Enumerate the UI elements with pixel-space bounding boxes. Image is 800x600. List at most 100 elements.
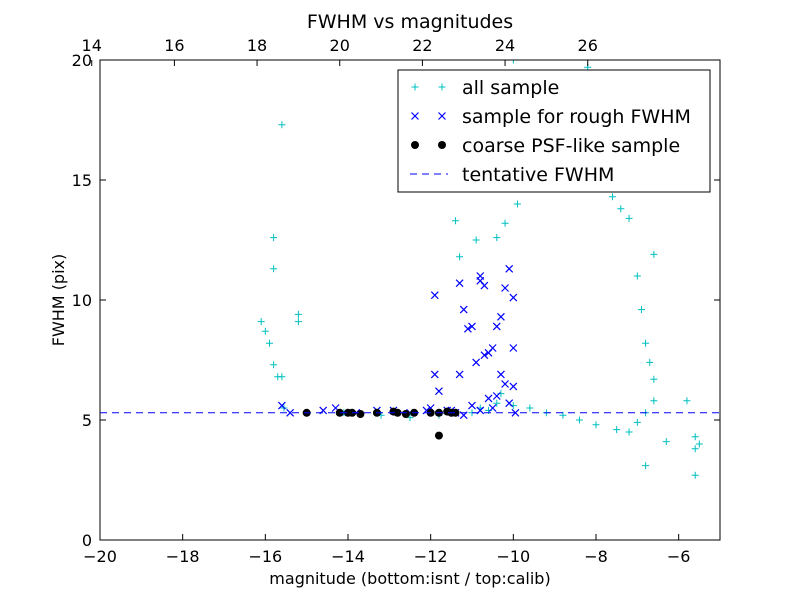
data-point [480,351,489,360]
x-tick-label: −18 [166,547,200,566]
data-point [480,281,489,290]
data-point [650,397,658,405]
y-tick-label: 5 [82,411,92,430]
data-point [265,339,273,347]
data-point [642,339,650,347]
data-point [270,361,278,369]
chart-title: FWHM vs magnitudes [307,11,513,33]
data-point [294,310,302,318]
y-tick-label: 0 [82,531,92,550]
data-point [472,358,481,367]
data-point [406,414,414,422]
data-point [637,306,645,314]
x-tick-label: −16 [248,547,282,566]
data-point [592,421,600,429]
legend-marker [411,112,419,120]
legend-entry: sample for rough FWHM [411,106,691,128]
plot-marks [100,60,720,479]
data-point [526,404,534,412]
data-point [492,322,501,331]
data-point [493,234,501,242]
data-point [609,193,617,201]
series-1 [277,264,520,420]
x-tick-label: −6 [667,547,691,566]
legend-marker [438,112,446,120]
data-point [646,358,654,366]
data-point [456,253,464,261]
legend-marker [438,83,446,91]
data-point [455,370,464,379]
data-point [617,205,625,213]
legend-entry: all sample [411,77,559,99]
data-point [511,408,520,417]
data-point [691,433,699,441]
data-point [691,445,699,453]
data-point [691,471,699,479]
top-x-tick-label: 22 [412,36,432,55]
legend-label: all sample [462,77,559,99]
data-point [430,370,439,379]
data-point [459,305,468,314]
data-point [484,394,493,403]
legend-label: sample for rough FWHM [462,106,691,128]
series-2 [302,407,460,440]
data-point [451,217,459,225]
data-point [488,404,497,412]
data-point [633,418,641,426]
data-point [294,318,302,326]
data-point [650,250,658,258]
top-x-tick-label: 18 [247,36,267,55]
data-point [393,408,402,417]
data-point [463,324,472,333]
data-point [625,214,633,222]
data-point [335,408,344,417]
y-tick-label: 20 [72,51,92,70]
data-point [497,312,505,321]
data-point [468,401,476,410]
y-tick-label: 10 [72,291,92,310]
data-point [270,265,278,273]
data-point [505,399,514,408]
data-point [493,399,501,407]
data-point [683,397,691,405]
data-point [509,60,517,64]
x-tick-label: −14 [331,547,365,566]
data-point [434,431,443,440]
y-axis-label: FWHM (pix) [49,254,68,347]
x-axis-label: magnitude (bottom:isnt / top:calib) [269,569,550,588]
data-point [505,264,514,273]
data-point [633,272,641,280]
data-point [509,344,518,352]
legend-box [397,69,711,193]
data-point [430,291,439,300]
data-point [435,387,443,396]
data-point [613,426,621,434]
data-point [278,121,286,129]
data-point [286,408,295,417]
y-tick-label: 15 [72,171,92,190]
x-tick-label: −12 [414,547,448,566]
data-point [488,344,497,352]
data-point [356,410,365,418]
legend-marker [411,83,419,91]
data-point [257,318,265,326]
data-point [455,279,464,288]
data-point [509,293,518,302]
data-point [625,428,633,436]
top-x-tick-label: 20 [330,36,350,55]
top-x-tick-label: 14 [82,36,102,55]
data-point [650,375,658,383]
data-point [501,284,509,292]
data-point [401,410,410,418]
data-point [695,440,703,448]
data-point [509,382,518,391]
data-point [501,219,509,227]
data-point [642,462,650,470]
data-point [277,401,286,410]
data-point [451,408,460,417]
data-point [513,200,521,208]
data-point [270,234,278,242]
legend-marker [411,141,419,149]
